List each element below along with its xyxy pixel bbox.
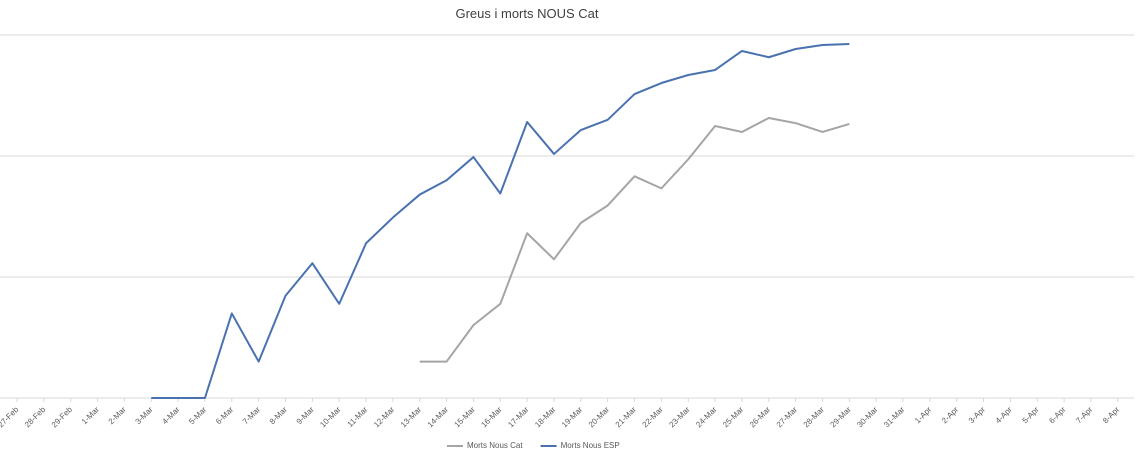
x-tick-label: 6-Apr: [1047, 405, 1067, 425]
x-tick-label: 20-Mar: [587, 405, 612, 430]
x-tick-label: 1-Mar: [80, 405, 101, 426]
x-tick-label: 4-Mar: [160, 405, 181, 426]
x-tick-label: 25-Mar: [721, 405, 746, 430]
x-tick-label: 7-Apr: [1074, 405, 1094, 425]
x-tick-label: 23-Mar: [667, 405, 692, 430]
x-tick-label: 12-Mar: [372, 405, 397, 430]
x-tick-label: 28-Mar: [802, 405, 827, 430]
x-tick-label: 13-Mar: [399, 405, 424, 430]
x-tick-label: 30-Mar: [855, 405, 880, 430]
x-tick-label: 31-Mar: [882, 405, 907, 430]
x-tick-label: 2-Apr: [940, 405, 960, 425]
x-tick-label: 15-Mar: [453, 405, 478, 430]
x-tick-label: 29-Mar: [828, 405, 853, 430]
x-tick-label: 21-Mar: [614, 405, 639, 430]
x-tick-label: 5-Apr: [1021, 405, 1041, 425]
chart-title: Greus i morts NOUS Cat: [455, 6, 598, 21]
legend-label: Morts Nous Cat: [467, 441, 523, 450]
x-tick-label: 27-Feb: [0, 405, 21, 430]
x-tick-label: 18-Mar: [533, 405, 558, 430]
x-tick-label: 10-Mar: [318, 405, 343, 430]
x-tick-label: 8-Mar: [268, 405, 289, 426]
x-tick-label: 3-Mar: [134, 405, 155, 426]
x-tick-label: 29-Feb: [50, 405, 75, 430]
x-tick-label: 22-Mar: [641, 405, 666, 430]
x-tick-label: 24-Mar: [694, 405, 719, 430]
x-tick-label: 8-Apr: [1101, 405, 1121, 425]
legend-label: Morts Nous ESP: [561, 441, 620, 450]
x-tick-label: 5-Mar: [187, 405, 208, 426]
x-tick-label: 17-Mar: [506, 405, 531, 430]
x-tick-label: 16-Mar: [479, 405, 504, 430]
series-line: [151, 42, 850, 399]
x-tick-label: 26-Mar: [748, 405, 773, 430]
x-tick-label: 3-Apr: [967, 405, 987, 425]
x-tick-label: 28-Feb: [23, 405, 48, 430]
x-tick-label: 27-Mar: [775, 405, 800, 430]
x-tick-label: 19-Mar: [560, 405, 585, 430]
series-line: [419, 117, 850, 363]
x-tick-label: 2-Mar: [107, 405, 128, 426]
x-tick-label: 9-Mar: [295, 405, 316, 426]
x-tick-label: 4-Apr: [994, 405, 1014, 425]
x-tick-label: 6-Mar: [214, 405, 235, 426]
x-tick-label: 11-Mar: [346, 405, 370, 429]
x-tick-label: 7-Mar: [241, 405, 262, 426]
x-tick-label: 14-Mar: [426, 405, 451, 430]
x-tick-label: 1-Apr: [913, 405, 933, 425]
